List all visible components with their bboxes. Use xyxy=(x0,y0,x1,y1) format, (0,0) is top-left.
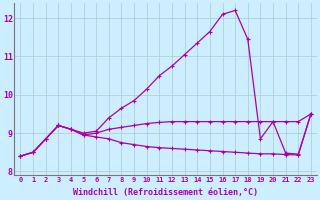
X-axis label: Windchill (Refroidissement éolien,°C): Windchill (Refroidissement éolien,°C) xyxy=(73,188,258,197)
